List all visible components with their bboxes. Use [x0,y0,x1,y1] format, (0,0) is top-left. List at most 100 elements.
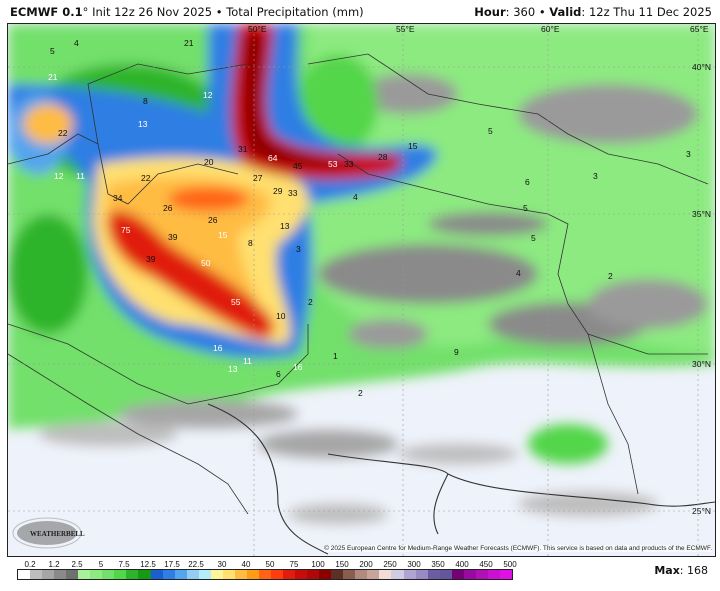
coordinate-label: 50°E [248,24,267,34]
colorbar-swatch [319,570,332,579]
colorbar-tick-labels: 0.2 1.2 2.5 5 7.5 12.5 17.5 22.5 30 40 50 75 100 150 2… [17,560,517,570]
coordinate-label: 40°N [692,62,711,72]
colorbar-tick: 12.5 [140,560,156,569]
precip-value-label: 64 [268,153,278,163]
precip-value-label: 10 [276,311,286,321]
colorbar-swatch [451,570,464,579]
degree-symbol: ° [82,5,89,19]
valid-value: : 12z Thu 11 Dec 2025 [581,5,712,19]
precip-value-label: 5 [488,126,493,136]
coordinate-labels: 50°E 55°E 60°E 65°E 40°N 35°N 30°N 25°N [248,24,711,516]
colorbar-swatch [367,570,380,579]
colorbar-swatch [487,570,500,579]
separator: • [215,5,223,19]
precipitation-map: 50°E 55°E 60°E 65°E 40°N 35°N 30°N 25°N 5 4 21 21 1… [7,23,716,557]
colorbar-swatch [78,570,91,579]
colorbar-swatch [283,570,296,579]
precip-value-label: 8 [143,96,148,106]
precip-value-label: 34 [113,193,123,203]
valid-time-info: Hour: 360 • Valid: 12z Thu 11 Dec 2025 [474,5,712,19]
colorbar-swatch [30,570,43,579]
precip-value-label: 13 [228,364,238,374]
map-title: ECMWF 0.1° Init 12z 26 Nov 2025 • Total … [10,5,364,19]
precip-value-label: 2 [608,271,613,281]
precip-value-label: 29 [273,186,283,196]
colorbar-swatch [270,570,284,579]
precip-value-label: 53 [328,159,338,169]
graticule [8,24,715,556]
colorbar-tick: 500 [503,560,517,569]
colorbar-tick: 50 [265,560,275,569]
precip-value-label: 11 [76,171,85,181]
precip-value-label: 5 [50,46,55,56]
copyright-notice: © 2025 European Centre for Medium-Range … [324,545,712,552]
colorbar-swatch [174,570,187,579]
precip-value-label: 12 [203,90,213,100]
colorbar-swatch [198,570,211,579]
colorbar-tick: 150 [335,560,349,569]
colorbar-swatch [475,570,488,579]
precip-value-label: 9 [454,347,459,357]
colorbar-swatch [186,570,199,579]
colorbar-swatch [331,570,344,579]
colorbar-tick: 450 [479,560,493,569]
colorbar-swatch [18,570,31,579]
colorbar-swatch [234,570,247,579]
colorbar-swatch [162,570,175,579]
precip-value-label: 21 [184,38,194,48]
colorbar-swatch [90,570,103,579]
colorbar-swatch [439,570,452,579]
colorbar-tick: 17.5 [164,560,180,569]
precip-value-label: 4 [74,38,79,48]
coordinate-label: 25°N [692,506,711,516]
product-name: Total Precipitation (mm) [226,5,364,19]
colorbar-swatch [258,570,271,579]
coordinate-label: 65°E [690,24,709,34]
coordinate-label: 55°E [396,24,415,34]
colorbar-swatch [415,570,428,579]
precip-value-label: 39 [146,254,156,264]
colorbar-tick: 22.5 [188,560,204,569]
precip-value-label: 33 [288,188,298,198]
precip-value-label: 22 [58,128,68,138]
precip-value-label: 3 [593,171,598,181]
colorbar-tick: 30 [217,560,227,569]
precip-value-label: 16 [213,343,223,353]
colorbar-swatch [246,570,259,579]
separator: • [538,5,546,19]
precip-value-label: 11 [243,356,252,366]
colorbar-tick: 400 [455,560,469,569]
colorbar-swatch [379,570,392,579]
colorbar-swatch [210,570,223,579]
precip-value-label: 13 [280,221,290,231]
colorbar-swatch [66,570,79,579]
colorbar-tick: 250 [383,560,397,569]
colorbar-swatch [42,570,55,579]
colorbar-tick: 2.5 [71,560,83,569]
colorbar-swatch [391,570,404,579]
colorbar-tick: 350 [431,560,445,569]
colorbar-swatch [343,570,356,579]
hour-label: Hour [474,5,506,19]
svg-text:WEATHERBELL: WEATHERBELL [30,530,85,538]
precip-value-label: 4 [516,268,521,278]
precip-value-label: 5 [531,233,536,243]
colorbar-tick: 1.2 [48,560,60,569]
colorbar-tick: 75 [289,560,299,569]
colorbar-swatch [307,570,320,579]
max-number: : 168 [679,564,708,577]
precip-value-label: 3 [686,149,691,159]
precip-value-label: 45 [293,161,303,171]
precip-value-label: 75 [121,225,131,235]
precip-value-label: 13 [138,119,148,129]
coordinate-label: 60°E [541,24,560,34]
colorbar-swatch [499,570,512,579]
colorbar [17,569,513,580]
precip-value-label: 21 [48,72,58,82]
colorbar-tick: 300 [407,560,421,569]
map-canvas: 50°E 55°E 60°E 65°E40°N35°N30°N25°N 54 21211… [8,24,715,556]
precip-value-label: 3 [296,244,301,254]
colorbar-swatch [222,570,235,579]
colorbar-swatch [403,570,416,579]
